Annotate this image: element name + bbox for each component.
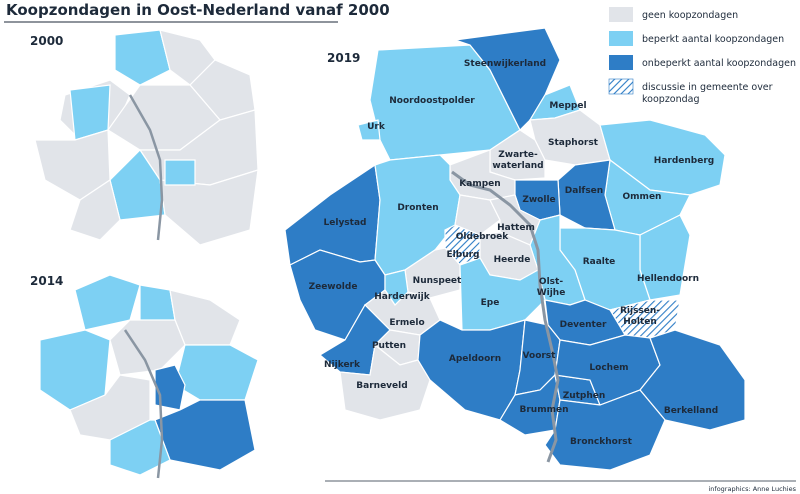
municipality-label: Hellendoorn [637, 274, 699, 284]
municipality-label: Ommen [623, 192, 662, 202]
municipality-label: Lelystad [324, 218, 367, 228]
legend: geen koopzondagen beperkt aantal koopzon… [608, 7, 796, 105]
municipality-label: Kampen [459, 179, 500, 189]
municipality-label: Urk [367, 122, 386, 132]
municipality-label: Ermelo [389, 318, 424, 328]
credit: infographics: Anne Luchies [708, 485, 796, 493]
municipality-label: Elburg [447, 250, 480, 260]
map-2014: 2014 [30, 274, 259, 479]
municipality-label: Rijssen- [620, 306, 660, 316]
map-2000: 2000 [30, 29, 259, 246]
legend-label: koopzondag [642, 94, 700, 105]
municipality-label: Holten [623, 317, 657, 327]
municipality-label: Dalfsen [565, 186, 603, 196]
legend-label: discussie in gemeente over [642, 82, 773, 93]
legend-label: geen koopzondagen [642, 10, 738, 21]
year-label: 2019 [327, 51, 360, 65]
municipality-label: Zwolle [522, 195, 555, 205]
year-label: 2014 [30, 274, 63, 288]
municipality-label: Putten [372, 341, 406, 351]
municipality-label: Berkelland [664, 406, 718, 416]
municipality-label: Epe [481, 298, 500, 308]
municipality-label: Zeewolde [309, 282, 358, 292]
year-label: 2000 [30, 34, 63, 48]
municipality-label: Noordoostpolder [389, 96, 475, 106]
municipality-label: Voorst [523, 351, 557, 361]
municipality-label: Nunspeet [413, 276, 462, 286]
municipality-label: Wijhe [537, 288, 566, 298]
title: Koopzondagen in Oost-Nederland vanaf 200… [6, 1, 390, 19]
municipality-label: Zutphen [563, 391, 606, 401]
municipality-label: Hattem [497, 223, 535, 233]
municipality-label: Nijkerk [324, 360, 361, 370]
municipality-label: Raalte [583, 257, 616, 267]
municipality-label: Apeldoorn [449, 354, 501, 364]
municipality-label: Olst- [539, 277, 563, 287]
municipality-label: Harderwijk [374, 292, 431, 302]
municipality-label: Oldebroek [456, 232, 509, 242]
municipality-label: Heerde [494, 255, 531, 265]
legend-label: beperkt aantal koopzondagen [642, 34, 784, 45]
legend-swatch [609, 31, 633, 46]
municipality-label: Steenwijkerland [464, 59, 546, 69]
municipality-label: Hardenberg [654, 156, 714, 166]
map-2019: 2019 Steenwijkerland Meppel Noordoostpol… [284, 27, 746, 471]
municipality-label: Staphorst [548, 138, 599, 148]
municipality-label: Bronckhorst [570, 437, 633, 447]
legend-swatch [608, 78, 634, 95]
municipality-label: Meppel [549, 101, 586, 111]
municipality-label: Brummen [520, 405, 569, 415]
municipality-label: waterland [492, 161, 543, 171]
municipality-label: Deventer [560, 320, 607, 330]
legend-label: onbeperkt aantal koopzondagen [642, 58, 796, 69]
municipality-labels: Steenwijkerland Meppel Noordoostpolder U… [309, 59, 719, 447]
legend-swatch [609, 7, 633, 22]
legend-swatch [609, 55, 633, 70]
municipality-label: Dronten [397, 203, 438, 213]
municipality-label: Lochem [589, 363, 628, 373]
municipality-label: Zwarte- [498, 150, 538, 160]
municipality-label: Barneveld [356, 381, 407, 391]
